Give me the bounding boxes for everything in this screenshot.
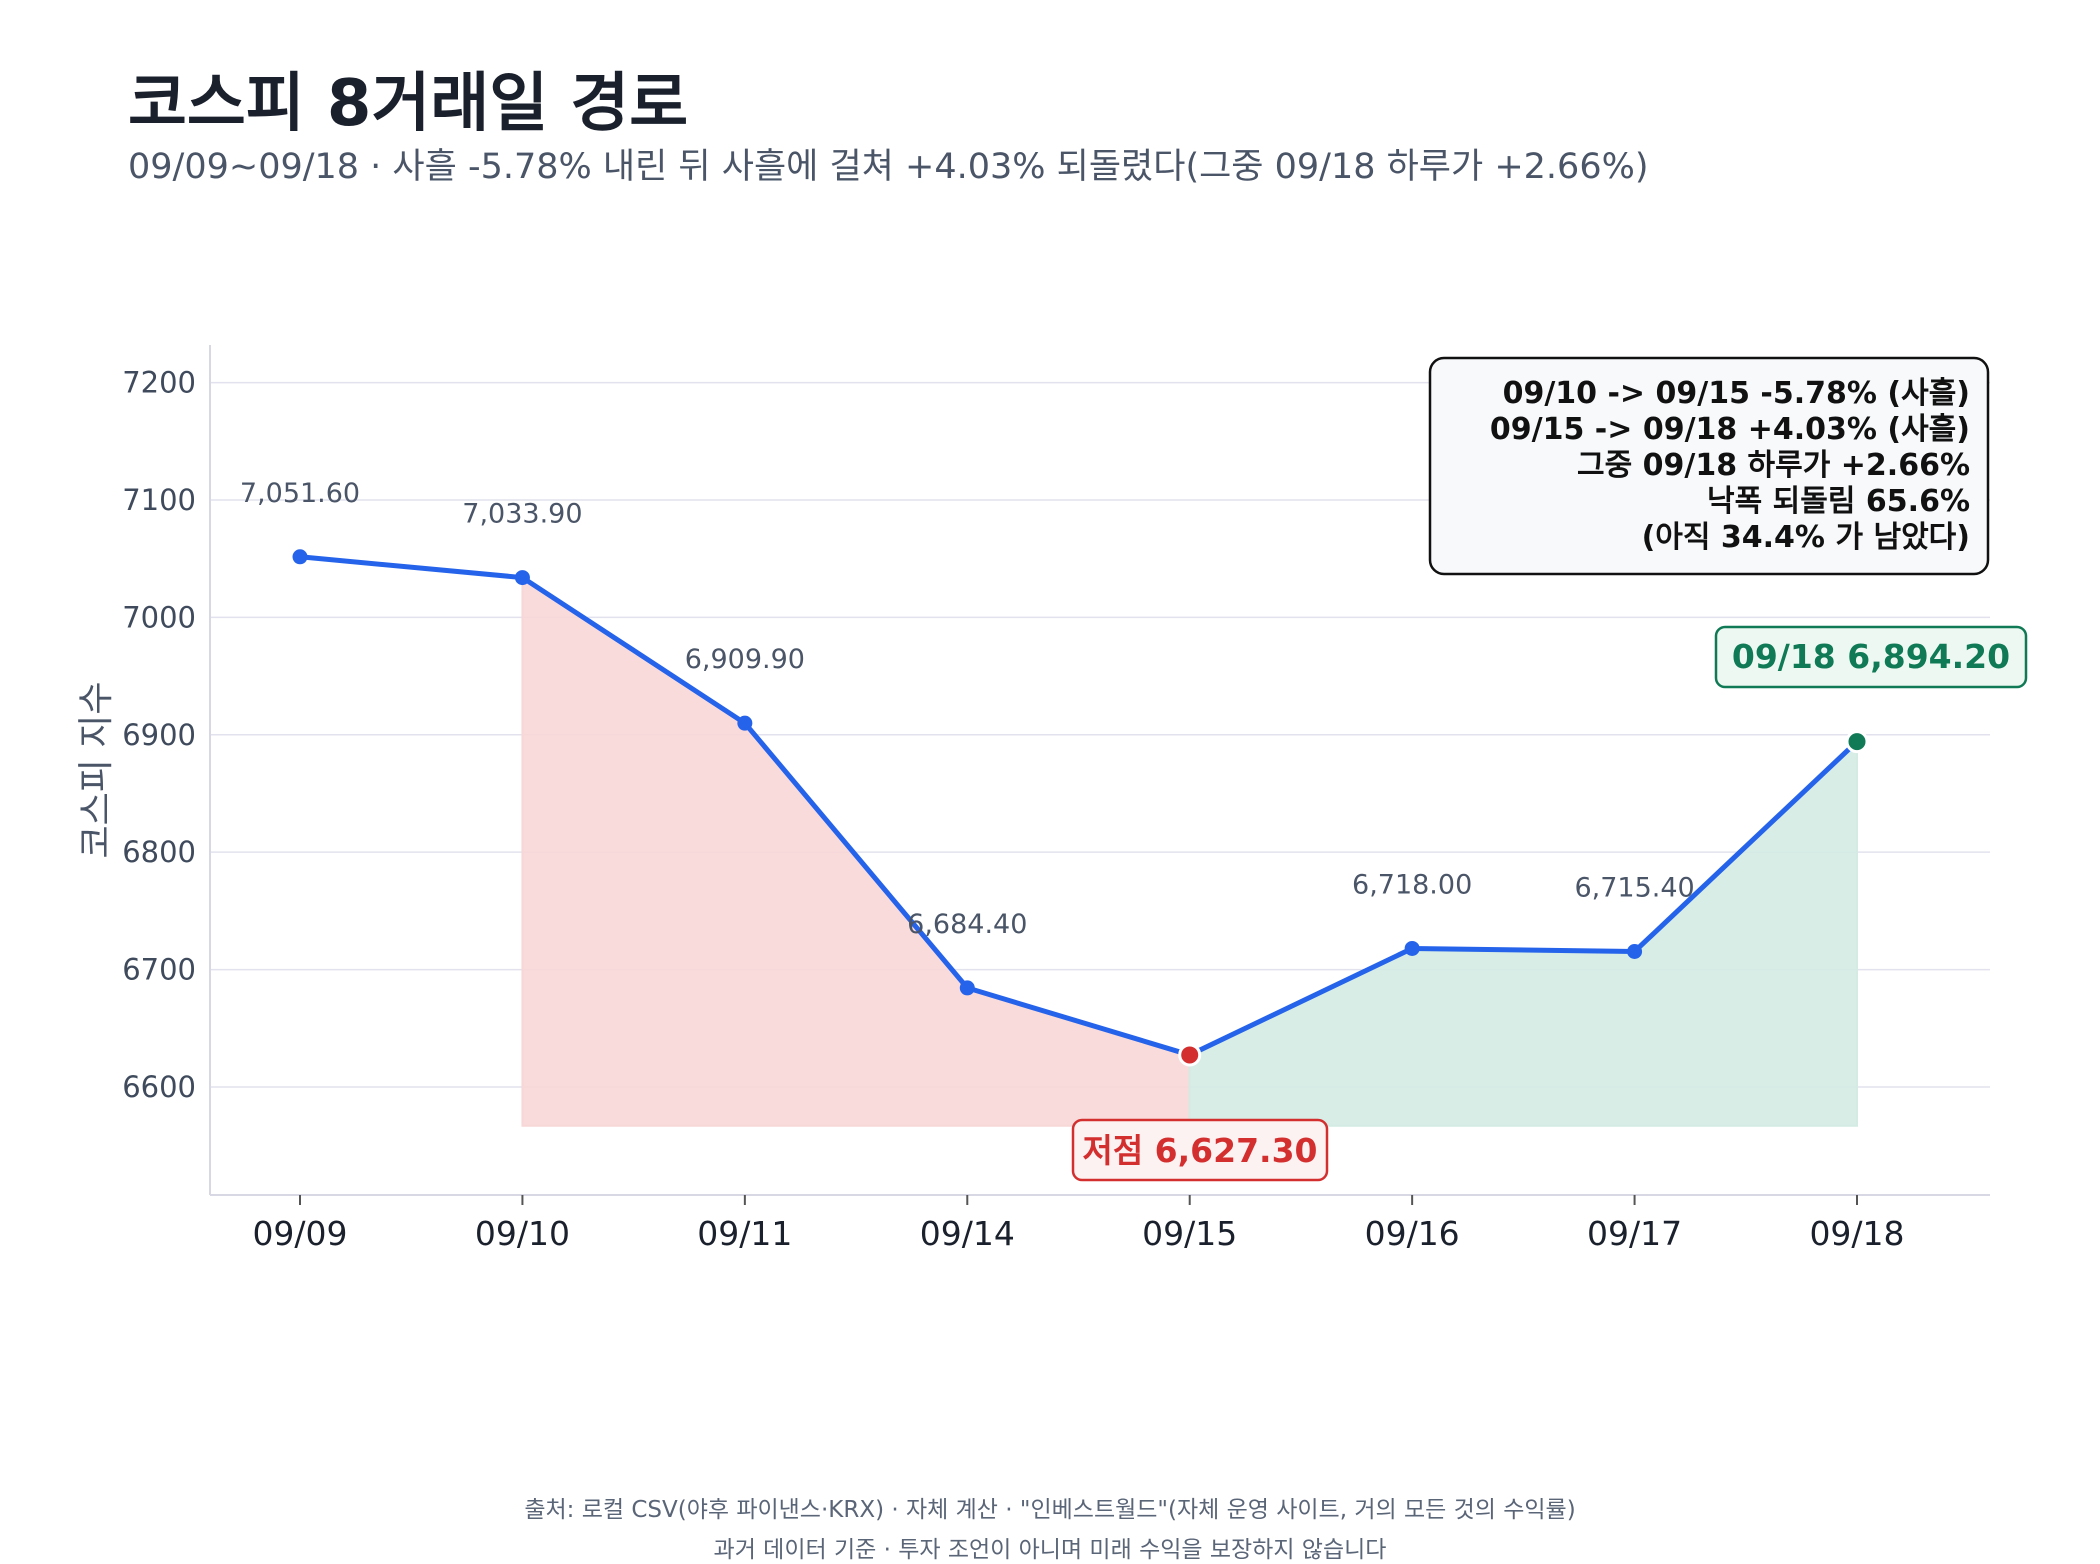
data-point <box>1627 944 1643 960</box>
x-tick-label: 09/18 <box>1809 1214 1904 1253</box>
y-axis-label: 코스피 지수 <box>76 681 117 858</box>
series-line-path <box>299 554 1859 1058</box>
axes <box>209 345 1990 1196</box>
x-tick-label: 09/09 <box>252 1214 347 1253</box>
footer-source: 출처: 로컬 CSV(야후 파이낸스·KRX) · 자체 계산 · "인베스트월… <box>524 1497 1576 1523</box>
summary-line: 낙폭 되돌림 65.6% <box>1707 484 1970 519</box>
y-tick-label: 7100 <box>122 483 196 517</box>
chart-subtitle: 09/09~09/18 · 사흘 -5.78% 내린 뒤 사흘에 걸쳐 +4.0… <box>128 147 1649 187</box>
y-tick-label: 6800 <box>122 835 196 869</box>
end-callout-frame <box>1714 625 2028 689</box>
end-callout-label: 09/18 6,894.20 <box>1732 637 2010 676</box>
x-tick-label: 09/15 <box>1142 1214 1237 1253</box>
data-label: 6,715.40 <box>1574 873 1694 904</box>
data-label: 6,718.00 <box>1352 869 1472 900</box>
data-label: 7,051.60 <box>240 478 360 509</box>
low-point-marker <box>1178 1043 1202 1067</box>
summary-line: 09/10 -> 09/15 -5.78% (사흘) <box>1503 376 1970 411</box>
footer-disclaimer: 과거 데이터 기준 · 투자 조언이 아니며 미래 수익을 보장하지 않습니다 <box>713 1537 1387 1563</box>
y-tick-label: 7200 <box>122 366 196 400</box>
data-point <box>1404 940 1420 956</box>
x-tick-label: 09/14 <box>920 1214 1015 1253</box>
data-point <box>514 570 530 586</box>
end-point-marker <box>1845 730 1869 754</box>
chart-title: 코스피 8거래일 경로 <box>128 67 689 141</box>
y-tick-label: 6600 <box>122 1070 196 1104</box>
y-tick-label: 6900 <box>122 718 196 752</box>
summary-line: 그중 09/18 하루가 +2.66% <box>1577 448 1970 483</box>
rebound-area <box>1188 739 1858 1127</box>
data-point <box>959 980 975 996</box>
low-callout: 저점 6,627.30 <box>1071 1118 1329 1182</box>
x-tick-label: 09/10 <box>475 1214 570 1253</box>
x-tick-label: 09/17 <box>1587 1214 1682 1253</box>
y-tick-label: 7000 <box>122 600 196 634</box>
data-label: 6,909.90 <box>685 644 805 675</box>
x-tick-label: 09/16 <box>1365 1214 1460 1253</box>
x-tick-labels: 09/09 09/10 09/11 09/14 09/15 09/16 09/17 09/18 <box>252 1195 1905 1253</box>
data-label: 6,684.40 <box>907 909 1027 940</box>
data-label: 7,033.90 <box>462 499 582 530</box>
summary-box: 09/10 -> 09/15 -5.78% (사흘)09/15 -> 09/18… <box>1428 356 1990 576</box>
x-tick-label: 09/11 <box>697 1214 792 1253</box>
data-labels: 7,051.60 7,033.90 6,909.90 6,684.40 6,718.00… <box>240 478 1695 940</box>
series-line <box>299 554 1859 1058</box>
data-point <box>737 715 753 731</box>
summary-box-frame <box>1428 356 1990 576</box>
data-points <box>292 549 1869 1067</box>
low-callout-frame <box>1071 1118 1329 1182</box>
end-callout: 09/18 6,894.20 <box>1714 625 2028 689</box>
low-callout-label: 저점 6,627.30 <box>1082 1131 1317 1170</box>
y-tick-label: 6700 <box>122 953 196 987</box>
summary-line: (아직 34.4% 가 남았다) <box>1642 520 1970 555</box>
y-tick-labels: 6600 6700 6800 6900 7000 7100 7200 <box>122 366 196 1104</box>
data-point <box>292 549 308 565</box>
summary-line: 09/15 -> 09/18 +4.03% (사흘) <box>1490 412 1970 447</box>
